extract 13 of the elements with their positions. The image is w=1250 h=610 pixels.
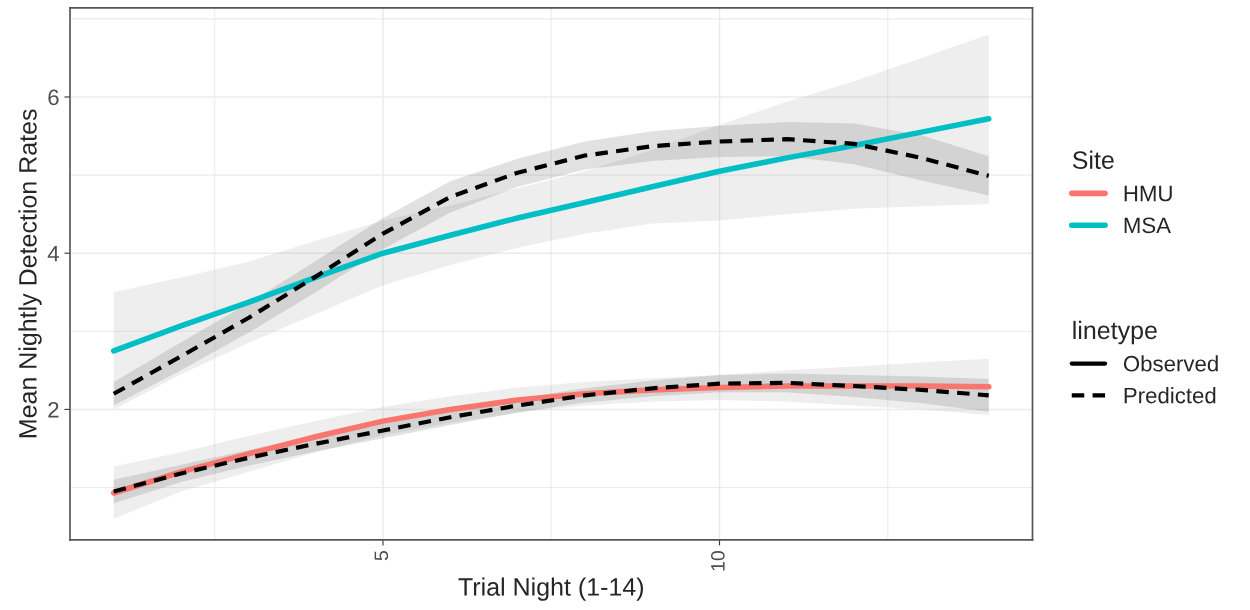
y-tick-label: 6 xyxy=(48,89,59,106)
text: linetype xyxy=(1073,320,1157,345)
x-axis-title: Trial Night (1-14) xyxy=(458,577,644,601)
y-tick-label: 4 xyxy=(47,245,59,262)
legend-label: Predicted xyxy=(1124,387,1216,404)
text: Site xyxy=(1072,150,1114,169)
legend-label: HMU xyxy=(1124,185,1172,202)
x-tick-label: 5 xyxy=(374,551,389,561)
x-tick-label: 10 xyxy=(710,551,725,571)
y-tick-label: 2 xyxy=(48,401,59,418)
y-axis-title: Mean Nightly Detection Rates xyxy=(18,109,42,438)
legend-label: MSA xyxy=(1124,217,1171,234)
text: Observed xyxy=(1123,355,1218,372)
